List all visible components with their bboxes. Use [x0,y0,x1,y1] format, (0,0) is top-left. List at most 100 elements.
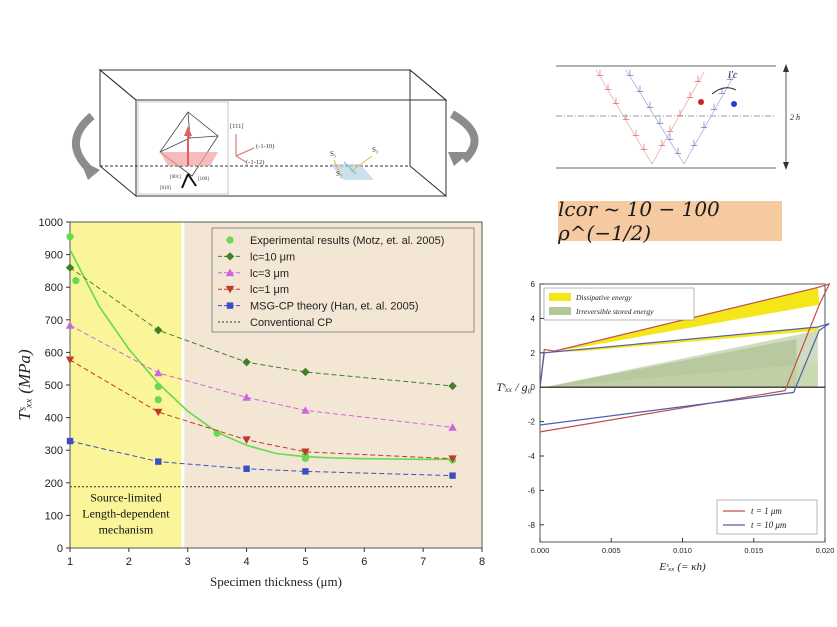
data-point [66,437,74,445]
y-tick-label: 1000 [39,217,63,229]
dislocation-symbol: ⊥ [676,108,684,118]
x-tick-label: 2 [126,556,132,568]
y-tick-label: 0 [531,383,536,392]
rotation-arrow-left [71,112,95,171]
data-point [242,393,251,401]
y-tick-label: 200 [45,478,63,490]
y-tick-label: 300 [45,445,63,457]
label-111: [111] [230,123,244,130]
y-tick-label: 900 [45,250,63,262]
legend-box [211,227,475,333]
data-point [155,458,162,465]
data-point [448,455,457,463]
x-axis-label: Eˢₓₓ (= κh) [658,561,706,573]
y-tick-label: -8 [528,521,536,530]
x-axis-label: Specimen thickness (μm) [210,574,342,589]
data-point [243,465,250,472]
data-point [242,357,251,367]
legend-entry: lc=10 μm [250,251,295,263]
data-point [301,367,310,377]
data-point [154,368,163,377]
data-point [154,383,162,391]
y-tick-label: 2 [531,349,536,358]
data-point [213,429,221,437]
y-tick-label: 100 [45,510,63,522]
y-tick-label: 800 [45,282,63,294]
legend-entry: Conventional CP [250,317,333,329]
series-4 [66,437,456,479]
series-1 [65,263,457,391]
y-tick-label: -6 [528,486,536,495]
y-tick-label: 0 [57,543,63,555]
label-1m12: (-1-12) [246,159,264,166]
dislocation-symbol: ⊥ [656,116,664,126]
dislocation-symbol: ⊥ [718,86,726,96]
y-tick-label: 600 [45,347,63,359]
x-tick-label: 1 [67,556,73,568]
slip-plane [330,164,374,180]
dislocation-symbol: ⊥ [694,74,702,84]
dislocation-symbol: ⊥ [626,68,634,78]
data-point [154,396,162,404]
y-tick-label: 400 [45,413,63,425]
label-001: [001] [170,175,181,180]
x-tick-label: 6 [361,556,367,568]
legend-entry: Experimental results (Motz, et. al. 2005… [250,235,444,247]
label-s1: S₁ [330,150,336,158]
legend-swatch-dissipative [549,293,571,301]
energy-legend-entry: Dissipative energy [575,293,632,302]
dislocation-symbol: ⊥ [710,102,718,112]
x-tick-label: 0.005 [602,546,621,555]
data-point [65,321,75,329]
dislocation-symbol: ⊥ [646,100,654,110]
dislocation-symbol: ⊥ [700,120,708,130]
formula-text: lcor ~ 10 − 100 ρ^(−1/2) [558,197,720,245]
legend-swatch-marker [225,268,235,277]
blue-dot [731,101,737,107]
source-limited-region [70,222,182,548]
specimen-box [98,68,448,198]
dislocation-symbol: ⊥ [632,128,640,138]
y-tick-label: 500 [45,380,63,392]
rotation-arrow-left-head [80,160,100,180]
x-tick-label: 3 [185,556,191,568]
data-point [448,423,457,431]
y-tick-label: -2 [528,418,536,427]
thickness-legend-box [716,499,818,535]
dislocation-symbol: ⊥ [604,82,612,92]
dislocation-symbol: ⊥ [666,132,674,142]
data-point [302,468,309,475]
x-tick-label: 0.015 [744,546,763,555]
series-3 [65,356,457,463]
legend-entry: lc=3 μm [250,268,289,280]
x-tick-label: 0.010 [673,546,692,555]
region-label-line: mechanism [99,522,154,536]
dislocation-symbol: ⊥ [612,96,620,106]
y-tick-label: -4 [528,452,536,461]
data-point [154,326,163,335]
dislocation-symbol: ⊥ [596,68,604,78]
strength-vs-thickness-chart: 0 100 200 300 400 500 600 700 800 900 1000 1 2 3 4 5 6 7 8… [15,217,485,589]
label-100: [100] [198,177,209,182]
label-s2: S₂ [336,170,343,178]
data-point [72,277,80,285]
dislocation-marks: ⊥⊥⊥⊥⊥⊥ ⊥⊥⊥⊥⊥⊥⊥⊥⊥⊥⊥⊥⊥⊥⊥⊥ [596,68,734,156]
data-point [301,406,310,414]
legend-entry: MSG-CP theory (Han, et. al. 2005) [250,301,419,313]
series-line [69,324,453,428]
data-point [301,448,310,457]
dislocation-symbol: ⊥ [674,146,682,156]
y-tick-label: 4 [531,314,536,323]
region-label-line: Length-dependent [82,506,170,520]
experimental-fit-curve [69,249,453,461]
x-tick-label: 0.000 [531,546,550,555]
data-point [301,454,310,462]
x-tick-label: 8 [479,556,485,568]
y-tick-label: 700 [45,315,63,327]
thickness-legend-entry: t = 1 μm [751,506,782,516]
dislocation-pileup-diagram: ⊥⊥⊥⊥⊥⊥ ⊥⊥⊥⊥⊥⊥⊥⊥⊥⊥⊥⊥⊥⊥⊥⊥ l′c 2 h [556,64,800,170]
dislocation-symbol: ⊥ [666,124,674,134]
x-tick-label: 7 [420,556,426,568]
red-dot [698,99,704,105]
y-tick-label: 6 [531,280,536,289]
